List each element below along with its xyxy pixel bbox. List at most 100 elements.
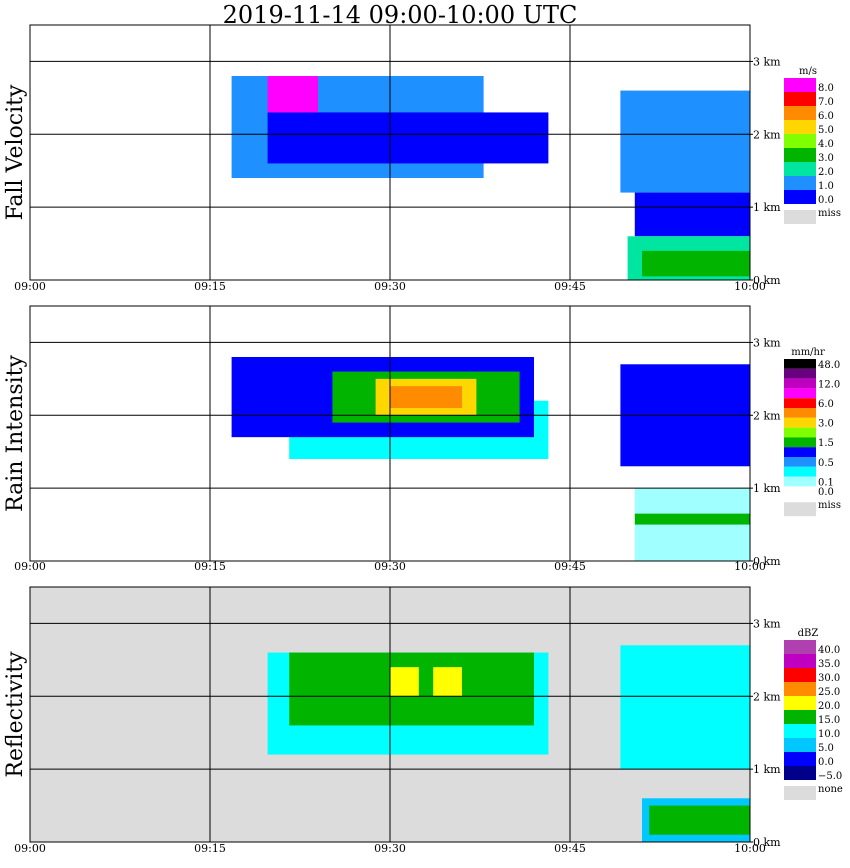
echo-region	[390, 386, 462, 408]
legend-missing-label: miss	[818, 500, 841, 511]
echo-region	[642, 250, 750, 277]
height-tick-label: 3 km	[753, 55, 781, 68]
x-tick-label: 09:00	[14, 280, 46, 293]
legend-swatch	[784, 682, 816, 696]
legend-swatch	[784, 398, 816, 408]
x-tick-label: 09:15	[194, 842, 226, 855]
x-tick-label: 09:30	[374, 560, 406, 573]
legend-swatch	[784, 427, 816, 438]
x-tick-label: 09:45	[554, 842, 586, 855]
legend-swatch	[784, 766, 816, 780]
legend-swatch	[784, 466, 816, 477]
height-tick-label: 0 km	[753, 836, 781, 849]
legend-label: 5.0	[818, 125, 834, 136]
plot-frame	[29, 305, 751, 562]
x-tick-label: 09:15	[194, 280, 226, 293]
legend-swatch	[784, 92, 816, 106]
height-tick-label: 0 km	[753, 555, 781, 568]
y-axis-label: Rain Intensity	[3, 354, 28, 511]
legend-label: 30.0	[818, 673, 840, 684]
height-tick-label: 0 km	[753, 274, 781, 287]
legend-swatch	[784, 162, 816, 176]
y-axis-label: Reflectivity	[3, 651, 28, 778]
height-tick-label: 2 km	[753, 409, 781, 422]
chart-title: 2019-11-14 09:00-10:00 UTC	[222, 1, 578, 29]
legend-swatch	[784, 696, 816, 710]
legend-swatch	[784, 408, 816, 418]
legend-label: 15.0	[818, 715, 840, 726]
echo-region	[634, 513, 750, 525]
x-tick-label: 09:15	[194, 560, 226, 573]
legend-label: 0.0	[818, 487, 834, 498]
legend-unit: m/s	[799, 66, 817, 77]
x-tick-label: 09:00	[14, 560, 46, 573]
legend-swatch	[784, 148, 816, 162]
legend-swatch	[784, 752, 816, 766]
legend-swatch	[784, 654, 816, 668]
legend-label: 2.0	[818, 167, 834, 178]
legend-missing-label: miss	[818, 208, 841, 219]
legend-label: 20.0	[818, 701, 840, 712]
x-tick-label: 10:00	[734, 560, 766, 573]
legend-swatch	[784, 640, 816, 654]
legend-unit: mm/hr	[791, 347, 825, 358]
legend-swatch	[784, 359, 816, 369]
legend-swatch	[784, 710, 816, 724]
reflectivity-panel: Reflectivity 09:00 09:15 09:30 09:45 10:000 k…	[3, 586, 843, 855]
color-legend: dBZ 40.0 35.0 30.0 25.0 20.0 15.0 10.0 5.0 0.0 −5.…	[784, 628, 843, 800]
legend-swatch	[784, 368, 816, 379]
echo-region	[634, 192, 750, 237]
legend-missing-swatch	[784, 210, 816, 224]
height-tick-label: 1 km	[753, 482, 781, 495]
height-tick-label: 1 km	[753, 201, 781, 214]
legend-label: 5.0	[818, 743, 834, 754]
plot-frame	[29, 24, 751, 281]
legend-missing-swatch	[784, 502, 816, 517]
legend-label: 12.0	[818, 379, 840, 390]
legend-swatch	[784, 176, 816, 190]
legend-label: 25.0	[818, 687, 840, 698]
echo-region	[390, 667, 419, 697]
legend-label: −5.0	[818, 771, 842, 782]
legend-label: 0.0	[818, 195, 834, 206]
legend-swatch	[784, 457, 816, 467]
echo-region	[649, 805, 750, 835]
x-tick-label: 10:00	[734, 842, 766, 855]
echo-region	[267, 76, 318, 113]
legend-swatch	[784, 476, 816, 487]
x-tick-label: 10:00	[734, 280, 766, 293]
x-tick-label: 09:30	[374, 280, 406, 293]
x-tick-label: 09:30	[374, 842, 406, 855]
legend-swatch	[784, 724, 816, 738]
color-legend: m/s8.0 7.0 6.0 5.0 4.0 3.0 2.0 1.0 0.0 miss	[784, 66, 841, 224]
fall-velocity-panel: Fall Velocity 09:00 09:15 09:30 09:45 10:000 …	[3, 24, 841, 293]
legend-label: 48.0	[818, 360, 840, 371]
legend-label: 6.0	[818, 111, 834, 122]
plot-frame	[29, 586, 751, 843]
legend-swatch	[784, 78, 816, 92]
legend-label: 35.0	[818, 659, 840, 670]
legend-label: 0.0	[818, 757, 834, 768]
x-tick-label: 09:45	[554, 560, 586, 573]
legend-swatch	[784, 417, 816, 428]
legend-swatch	[784, 134, 816, 148]
color-legend: mm/hr 48.0 12.0 6.0 3.0 1.5 0.5 0.10.0 miss	[784, 347, 841, 517]
legend-label: 3.0	[818, 153, 834, 164]
legend-label: 1.0	[818, 181, 834, 192]
x-tick-label: 09:45	[554, 280, 586, 293]
height-tick-label: 3 km	[753, 617, 781, 630]
legend-label: 0.5	[818, 458, 834, 469]
legend-label: 0.1	[818, 477, 834, 488]
height-tick-label: 2 km	[753, 128, 781, 141]
legend-swatch	[784, 378, 816, 389]
legend-swatch	[784, 106, 816, 120]
legend-swatch	[784, 437, 816, 448]
legend-label: 6.0	[818, 399, 834, 410]
legend-label: 8.0	[818, 83, 834, 94]
legend-label: 1.5	[818, 438, 834, 449]
legend-swatch	[784, 388, 816, 399]
height-tick-label: 3 km	[753, 336, 781, 349]
legend-swatch	[784, 668, 816, 682]
